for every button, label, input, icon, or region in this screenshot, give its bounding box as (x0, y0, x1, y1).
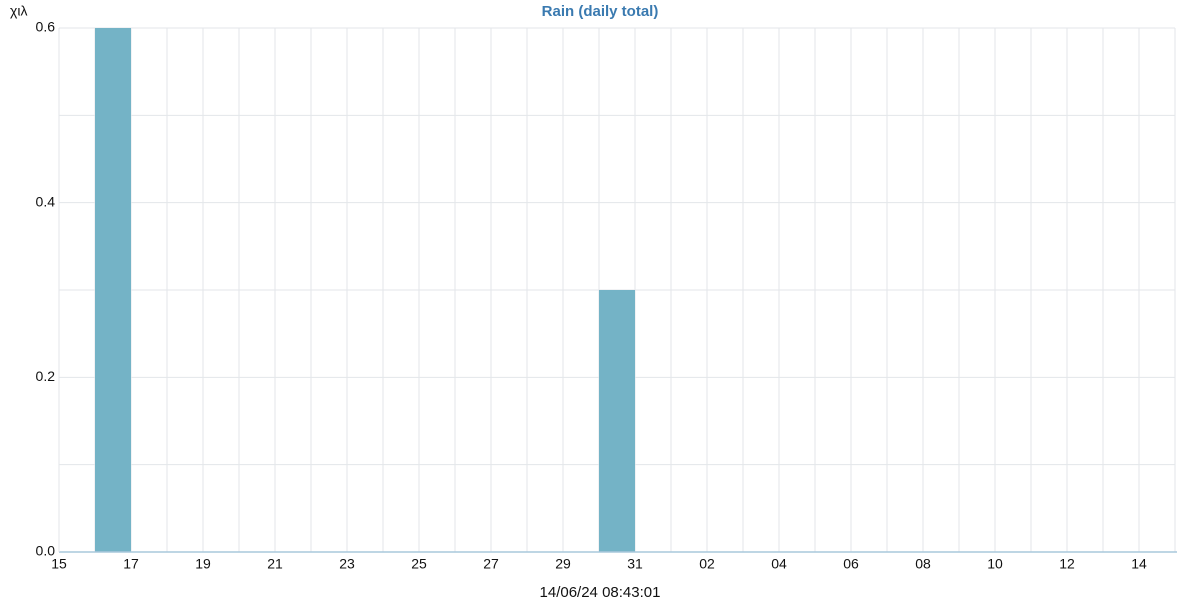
x-tick-label: 31 (627, 556, 643, 572)
x-tick-label: 14 (1131, 556, 1147, 572)
y-tick-label: 0.2 (36, 368, 56, 384)
x-tick-label: 12 (1059, 556, 1075, 572)
x-tick-label: 19 (195, 556, 211, 572)
bar (599, 290, 635, 552)
x-tick-label: 29 (555, 556, 571, 572)
x-tick-label: 06 (843, 556, 859, 572)
x-tick-label: 17 (123, 556, 139, 572)
y-unit: χιλ (10, 3, 27, 19)
x-tick-label: 10 (987, 556, 1003, 572)
y-tick-label: 0.4 (36, 193, 56, 209)
x-tick-label: 15 (51, 556, 67, 572)
x-tick-label: 02 (699, 556, 715, 572)
chart-title: Rain (daily total) (542, 3, 659, 20)
x-tick-label: 25 (411, 556, 427, 572)
x-tick-label: 27 (483, 556, 499, 572)
x-axis-label: 14/06/24 08:43:01 (540, 584, 661, 600)
x-tick-label: 23 (339, 556, 355, 572)
x-tick-label: 08 (915, 556, 931, 572)
y-tick-label: 0.0 (36, 543, 56, 559)
bar (95, 28, 131, 552)
x-tick-label: 21 (267, 556, 283, 572)
y-tick-label: 0.6 (36, 19, 56, 35)
x-tick-label: 04 (771, 556, 787, 572)
